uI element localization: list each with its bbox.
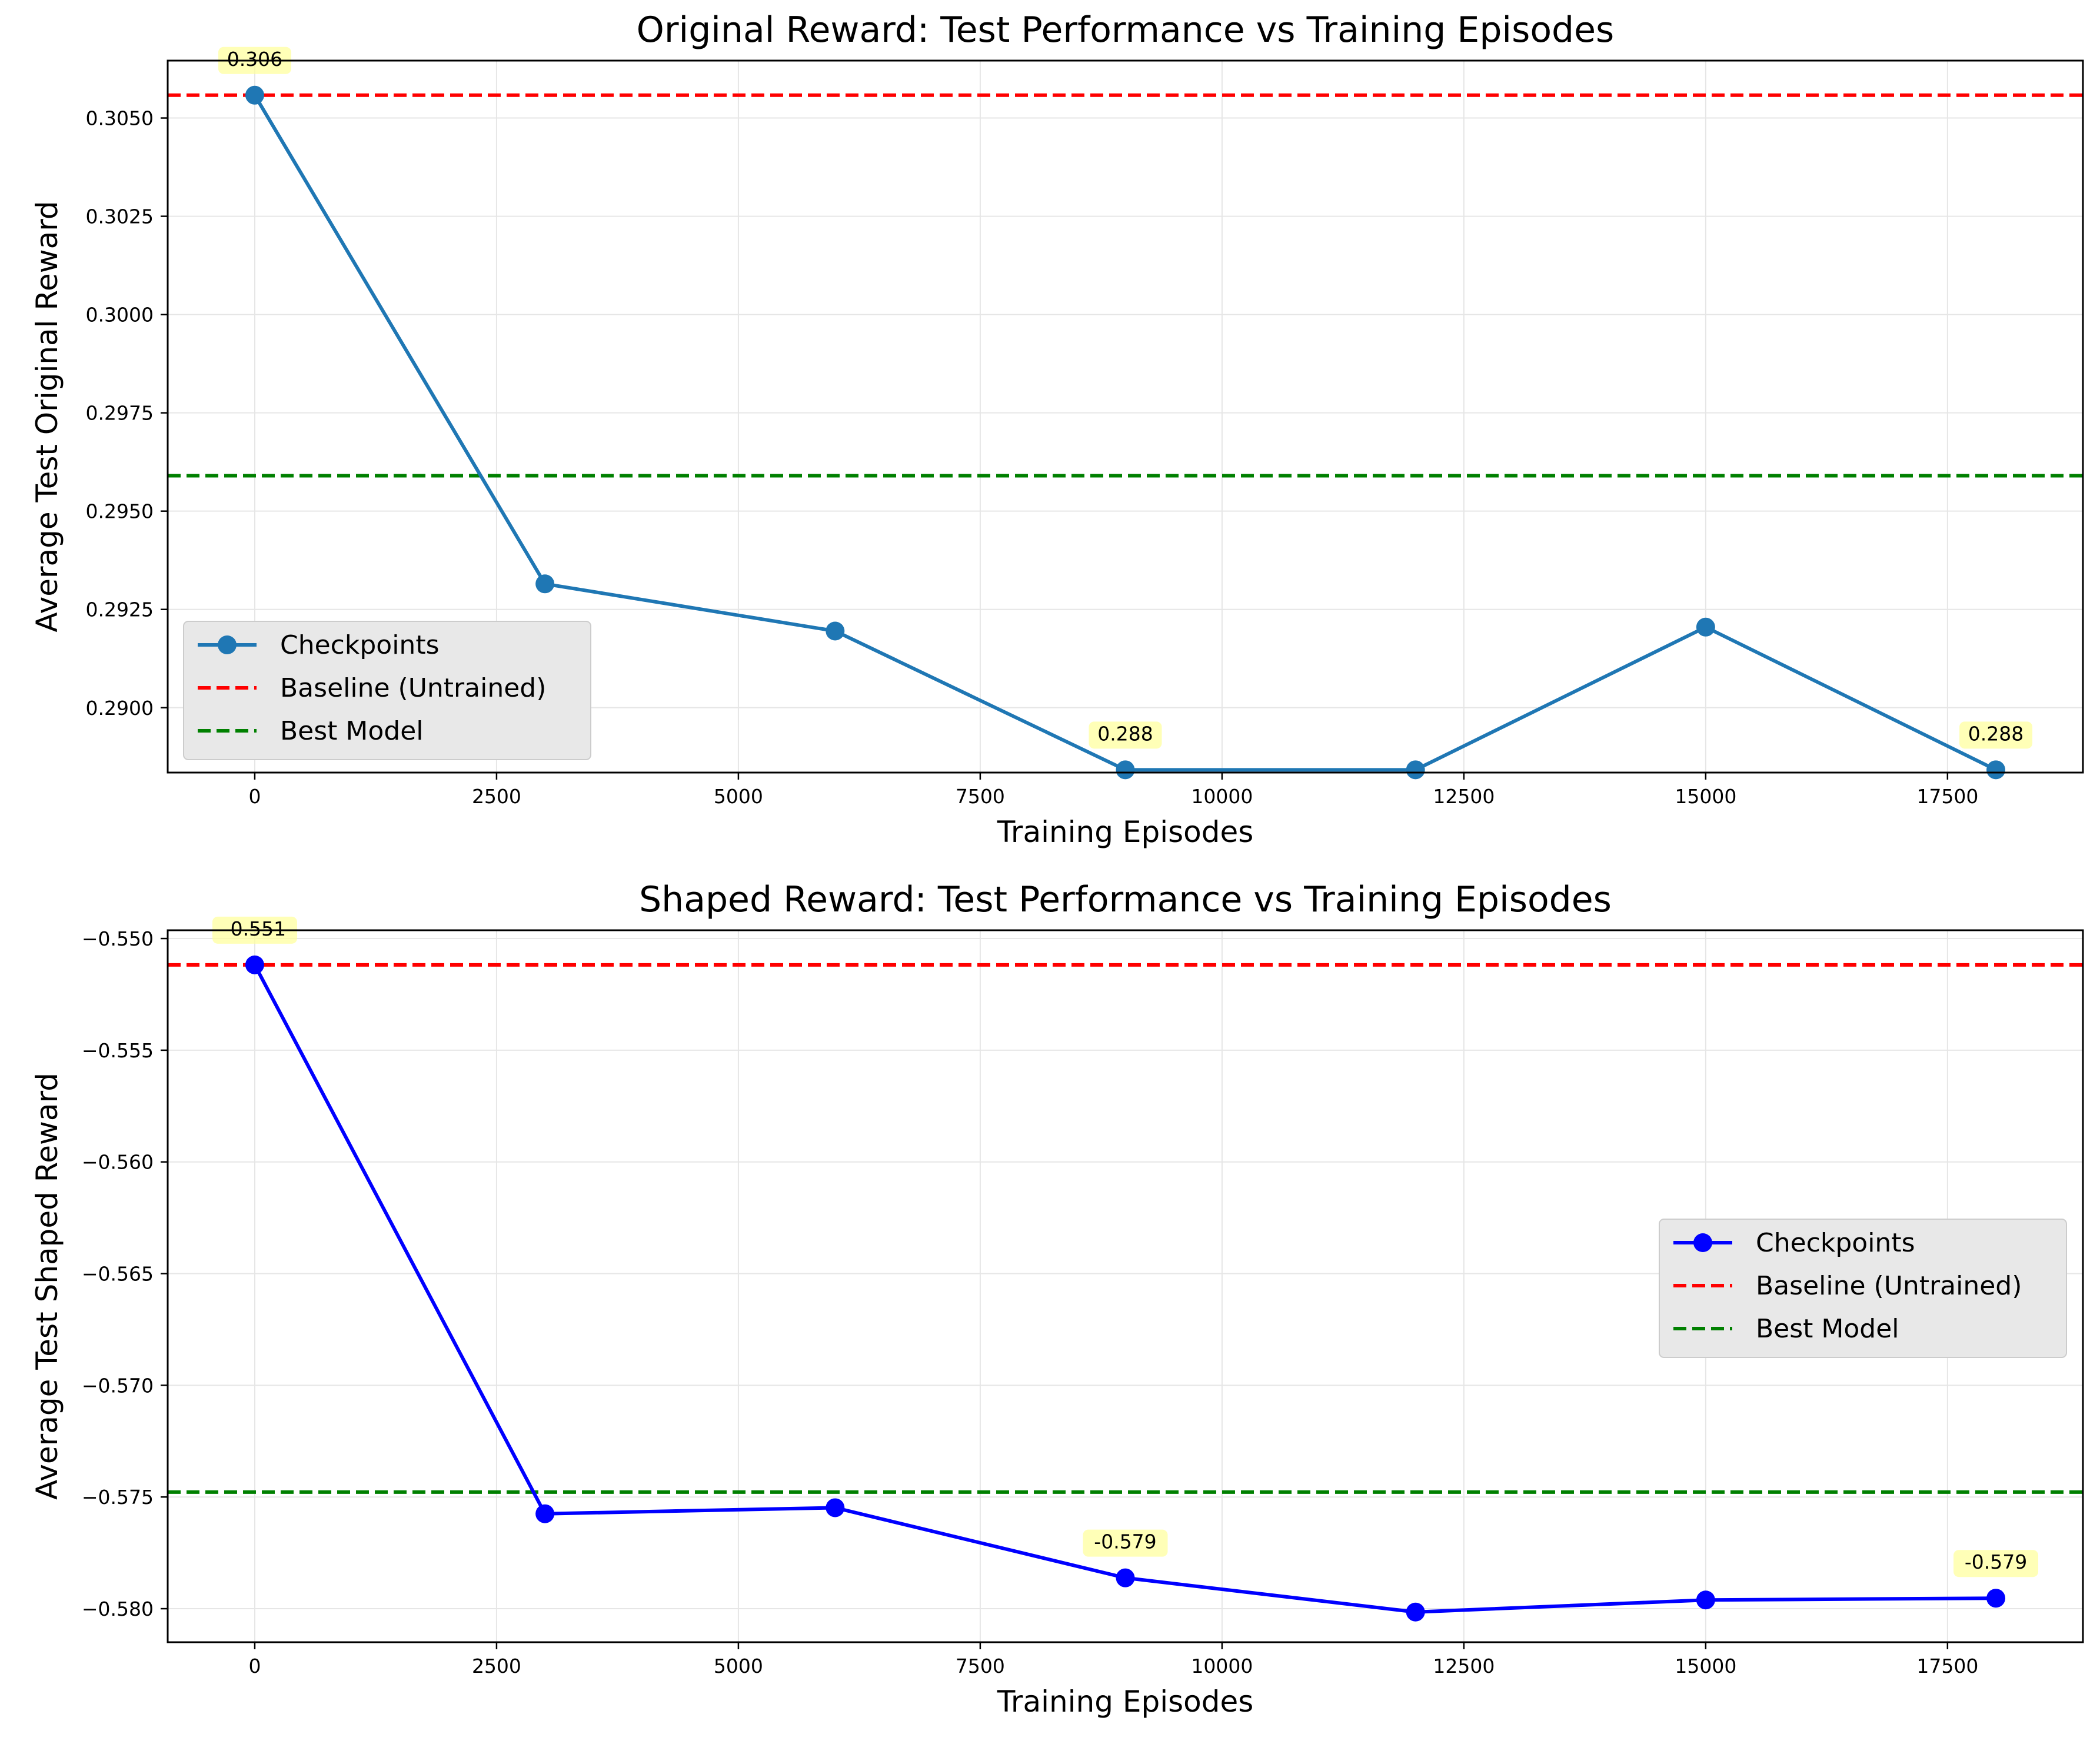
x-tick-label: 10000 xyxy=(1191,1655,1253,1678)
checkpoint-marker xyxy=(1986,1589,2006,1608)
y-axis-label: Average Test Shaped Reward xyxy=(30,1073,64,1500)
legend: Checkpoints Baseline (Untrained) Best Mode… xyxy=(183,621,591,760)
annotation-label: -0.579 xyxy=(1094,1530,1156,1553)
y-tick-label: 0.3000 xyxy=(86,304,154,327)
legend-swatch-marker xyxy=(1693,1233,1712,1252)
x-tick-label: 7500 xyxy=(956,1655,1005,1678)
legend-label: Checkpoints xyxy=(1756,1228,1915,1258)
annotation-box xyxy=(1089,721,1162,749)
legend-swatch-marker xyxy=(218,635,237,654)
y-tick-label: 0.3050 xyxy=(86,107,154,130)
x-tick-label: 10000 xyxy=(1191,785,1253,808)
chart-panel-1: 0.306 0.288 0.288 0 2500 5000 7500 10000 12500 15… xyxy=(30,9,2084,849)
legend-box xyxy=(1659,1219,2067,1358)
y-tick-label: −0.565 xyxy=(82,1263,154,1286)
annotation-label: -0.551 xyxy=(224,917,286,940)
x-tick-label: 17500 xyxy=(1916,785,1978,808)
x-tick-label: 15000 xyxy=(1675,785,1736,808)
x-tick-label: 12500 xyxy=(1433,785,1495,808)
x-tick-label: 5000 xyxy=(714,785,763,808)
annotation-label: 0.288 xyxy=(1968,722,2024,745)
x-tick-label: 0 xyxy=(248,785,261,808)
chart-panel-2: -0.551 -0.579 -0.579 0 2500 5000 7500 10000 1250… xyxy=(30,879,2084,1719)
checkpoint-marker xyxy=(245,85,264,105)
annotation-box xyxy=(1083,1529,1168,1557)
legend: Checkpoints Baseline (Untrained) Best Mode… xyxy=(1659,1219,2067,1358)
y-tick-label: −0.550 xyxy=(82,927,154,950)
axes-frame xyxy=(167,59,2084,774)
checkpoint-marker xyxy=(245,955,264,974)
x-tick-label: 17500 xyxy=(1916,1655,1978,1678)
annotation-box xyxy=(1953,1550,2039,1577)
legend-label: Baseline (Untrained) xyxy=(280,673,546,703)
x-tick-label: 2500 xyxy=(472,785,521,808)
checkpoint-marker xyxy=(1696,617,1715,637)
annotation-label: 0.306 xyxy=(227,48,282,71)
x-tick-label: 2500 xyxy=(472,1655,521,1678)
checkpoint-marker xyxy=(535,1504,555,1523)
axes-frame xyxy=(167,929,2084,1643)
checkpoint-marker xyxy=(826,1498,845,1517)
legend-box xyxy=(183,621,591,760)
checkpoint-marker xyxy=(1696,1590,1715,1610)
x-tick-label: 12500 xyxy=(1433,1655,1495,1678)
checkpoint-marker xyxy=(535,574,555,594)
x-axis-label: Training Episodes xyxy=(997,1685,1254,1719)
x-tick-label: 15000 xyxy=(1675,1655,1736,1678)
chart-title: Original Reward: Test Performance vs Tra… xyxy=(637,9,1615,51)
checkpoint-marker xyxy=(1116,1568,1135,1587)
checkpoint-marker xyxy=(1406,1602,1425,1622)
y-tick-label: 0.2975 xyxy=(86,402,154,425)
legend-label: Baseline (Untrained) xyxy=(1756,1271,2022,1301)
y-tick-label: −0.560 xyxy=(82,1151,154,1174)
checkpoint-marker xyxy=(1406,760,1425,780)
checkpoint-marker xyxy=(826,621,845,641)
y-tick-label: −0.580 xyxy=(82,1597,154,1620)
checkpoint-marker xyxy=(1986,760,2006,780)
y-tick-label: −0.570 xyxy=(82,1374,154,1397)
y-tick-label: −0.555 xyxy=(82,1039,154,1062)
y-tick-label: −0.575 xyxy=(82,1486,154,1509)
y-tick-label: 0.2900 xyxy=(86,697,154,720)
legend-label: Best Model xyxy=(1756,1314,1899,1344)
y-tick-label: 0.3025 xyxy=(86,205,154,228)
y-tick-label: 0.2950 xyxy=(86,500,154,523)
y-tick-label: 0.2925 xyxy=(86,598,154,621)
annotation-box xyxy=(1959,721,2033,749)
chart-title: Shaped Reward: Test Performance vs Train… xyxy=(639,879,1612,920)
x-tick-label: 5000 xyxy=(714,1655,763,1678)
checkpoint-marker xyxy=(1116,760,1135,780)
x-tick-label: 0 xyxy=(248,1655,261,1678)
y-axis-label: Average Test Original Reward xyxy=(30,201,64,632)
x-tick-label: 7500 xyxy=(956,785,1005,808)
annotation-label: 0.288 xyxy=(1097,722,1153,745)
legend-label: Checkpoints xyxy=(280,630,440,660)
legend-label: Best Model xyxy=(280,716,424,746)
annotation-label: -0.579 xyxy=(1965,1550,2027,1573)
x-axis-label: Training Episodes xyxy=(997,815,1254,849)
